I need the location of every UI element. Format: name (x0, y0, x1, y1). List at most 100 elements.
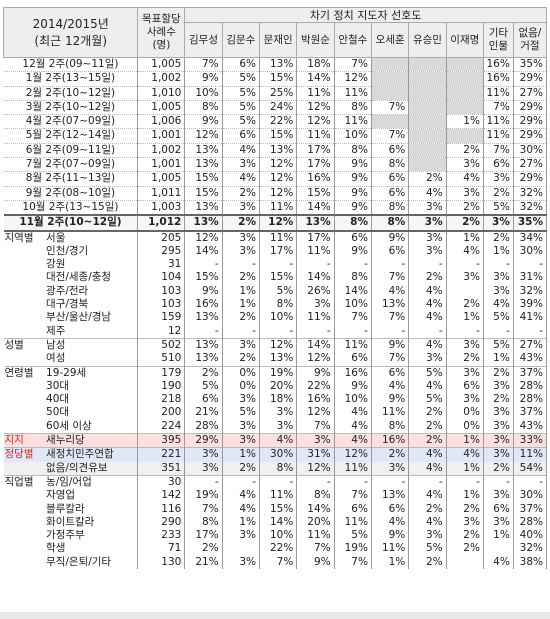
value-cell: 2% (446, 143, 484, 159)
value-cell (371, 114, 410, 130)
value-cell: - (408, 258, 447, 272)
value-cell: 16% (334, 365, 372, 380)
sample-size: 159 (137, 311, 186, 325)
subgroup-label: 가정주부 (44, 529, 139, 543)
value-cell: 8% (371, 214, 410, 232)
etc-label-1: 기타 (488, 27, 509, 39)
value-cell: 3% (446, 157, 484, 173)
value-cell: 16% (296, 171, 335, 187)
value-cell: - (184, 258, 223, 272)
value-cell: 17% (296, 143, 335, 159)
value-cell: 2% (483, 365, 514, 380)
value-cell: 25% (259, 86, 298, 101)
value-cell: 5% (222, 71, 260, 87)
value-cell: 30% (259, 447, 298, 462)
value-cell: 4% (371, 284, 410, 299)
table-row: 가정주부 233 17% 3% 10% 11% 5% 9% 3% 2% 1% 40% (4, 529, 548, 543)
value-cell: 8% (371, 157, 410, 173)
value-cell: 3% (296, 433, 335, 448)
subgroup-label: 대구/경북 (44, 298, 139, 312)
value-cell: 3% (483, 171, 514, 187)
value-cell: 0% (446, 419, 484, 434)
value-cell: 6% (371, 143, 410, 159)
group-title: 차기 정치 지도자 선호도 (184, 7, 547, 23)
value-cell: - (483, 474, 514, 490)
value-cell: 4% (334, 433, 372, 448)
value-cell: 5% (483, 337, 514, 353)
sample-size: 1,003 (137, 200, 186, 216)
value-cell: 0% (222, 365, 260, 380)
subgroup-label: 광주/전라 (44, 284, 139, 299)
value-cell: 29% (513, 71, 548, 87)
table-row: 대전/세종/충청 104 15% 2% 15% 14% 8% 7% 2% 3% 3% 31% (4, 271, 548, 285)
value-cell: 3% (222, 200, 260, 216)
value-cell: - (513, 324, 548, 339)
value-cell: 15% (259, 128, 298, 144)
value-cell: 10% (184, 86, 223, 101)
subgroup-label: 남성 (44, 337, 139, 353)
value-cell: 1% (483, 244, 514, 259)
value-cell: 8% (296, 489, 335, 503)
value-cell: 11% (259, 200, 298, 216)
value-cell: 37% (513, 365, 548, 380)
value-cell: 9% (184, 71, 223, 87)
value-cell: 5% (408, 365, 447, 380)
value-cell: 7% (371, 128, 410, 144)
value-cell: 3% (296, 298, 335, 312)
value-cell: 5% (334, 529, 372, 543)
value-cell: 4% (483, 555, 514, 569)
value-cell: - (446, 474, 484, 490)
value-cell: 14% (334, 284, 372, 299)
value-cell: 3% (446, 515, 484, 530)
value-cell: 7% (296, 419, 335, 434)
value-cell: 9% (334, 200, 372, 216)
value-cell: 6% (371, 186, 410, 201)
value-cell: 13% (184, 143, 223, 159)
category-label: 정당별 (3, 447, 45, 462)
value-cell: - (408, 474, 447, 490)
value-cell: 2% (408, 433, 447, 448)
value-cell: 3% (483, 284, 514, 299)
value-cell: 3% (184, 447, 223, 462)
value-cell: 4% (408, 311, 447, 325)
value-cell: 2% (483, 230, 514, 245)
value-cell: 6% (371, 365, 410, 380)
category-label (4, 311, 45, 324)
sample-size: 295 (137, 244, 186, 259)
value-cell: 10% (334, 298, 372, 312)
value-cell: 28% (184, 419, 223, 434)
sample-size: 224 (137, 419, 186, 434)
period-label-1: 2014/2015년 (32, 16, 109, 31)
value-cell: 7% (184, 57, 223, 73)
value-cell: 29% (513, 128, 548, 144)
value-cell: 5% (408, 393, 447, 407)
value-cell: 7% (371, 311, 410, 325)
value-cell: 4% (483, 298, 514, 312)
sample-size: 1,002 (137, 71, 186, 87)
table-row: 2월 2주(10~12일) 1,010 10% 5% 25% 11% 11% 11% 27% (3, 86, 548, 101)
value-cell: 29% (513, 114, 548, 130)
value-cell: 4% (408, 284, 447, 299)
value-cell: 1% (483, 529, 514, 543)
value-cell: 3% (446, 271, 484, 285)
value-cell: 39% (513, 298, 548, 312)
value-cell: 37% (513, 502, 548, 516)
candidate-header: 안철수 (333, 22, 372, 58)
sample-size: 395 (137, 433, 186, 448)
value-cell (222, 542, 260, 556)
value-cell: 7% (334, 57, 372, 73)
value-cell: - (296, 258, 335, 272)
value-cell: 2% (184, 542, 223, 556)
subgroup-label: 학생 (44, 542, 139, 556)
sample-size: 30 (137, 474, 186, 490)
value-cell: 3% (446, 365, 484, 380)
value-cell: 4% (259, 433, 298, 448)
value-cell (408, 100, 447, 116)
value-cell: 29% (513, 171, 548, 187)
value-cell: 3% (408, 352, 447, 367)
category-label (4, 393, 45, 406)
value-cell (446, 86, 484, 101)
value-cell: - (483, 324, 514, 339)
value-cell: 4% (222, 489, 260, 503)
value-cell: 14% (296, 200, 335, 216)
